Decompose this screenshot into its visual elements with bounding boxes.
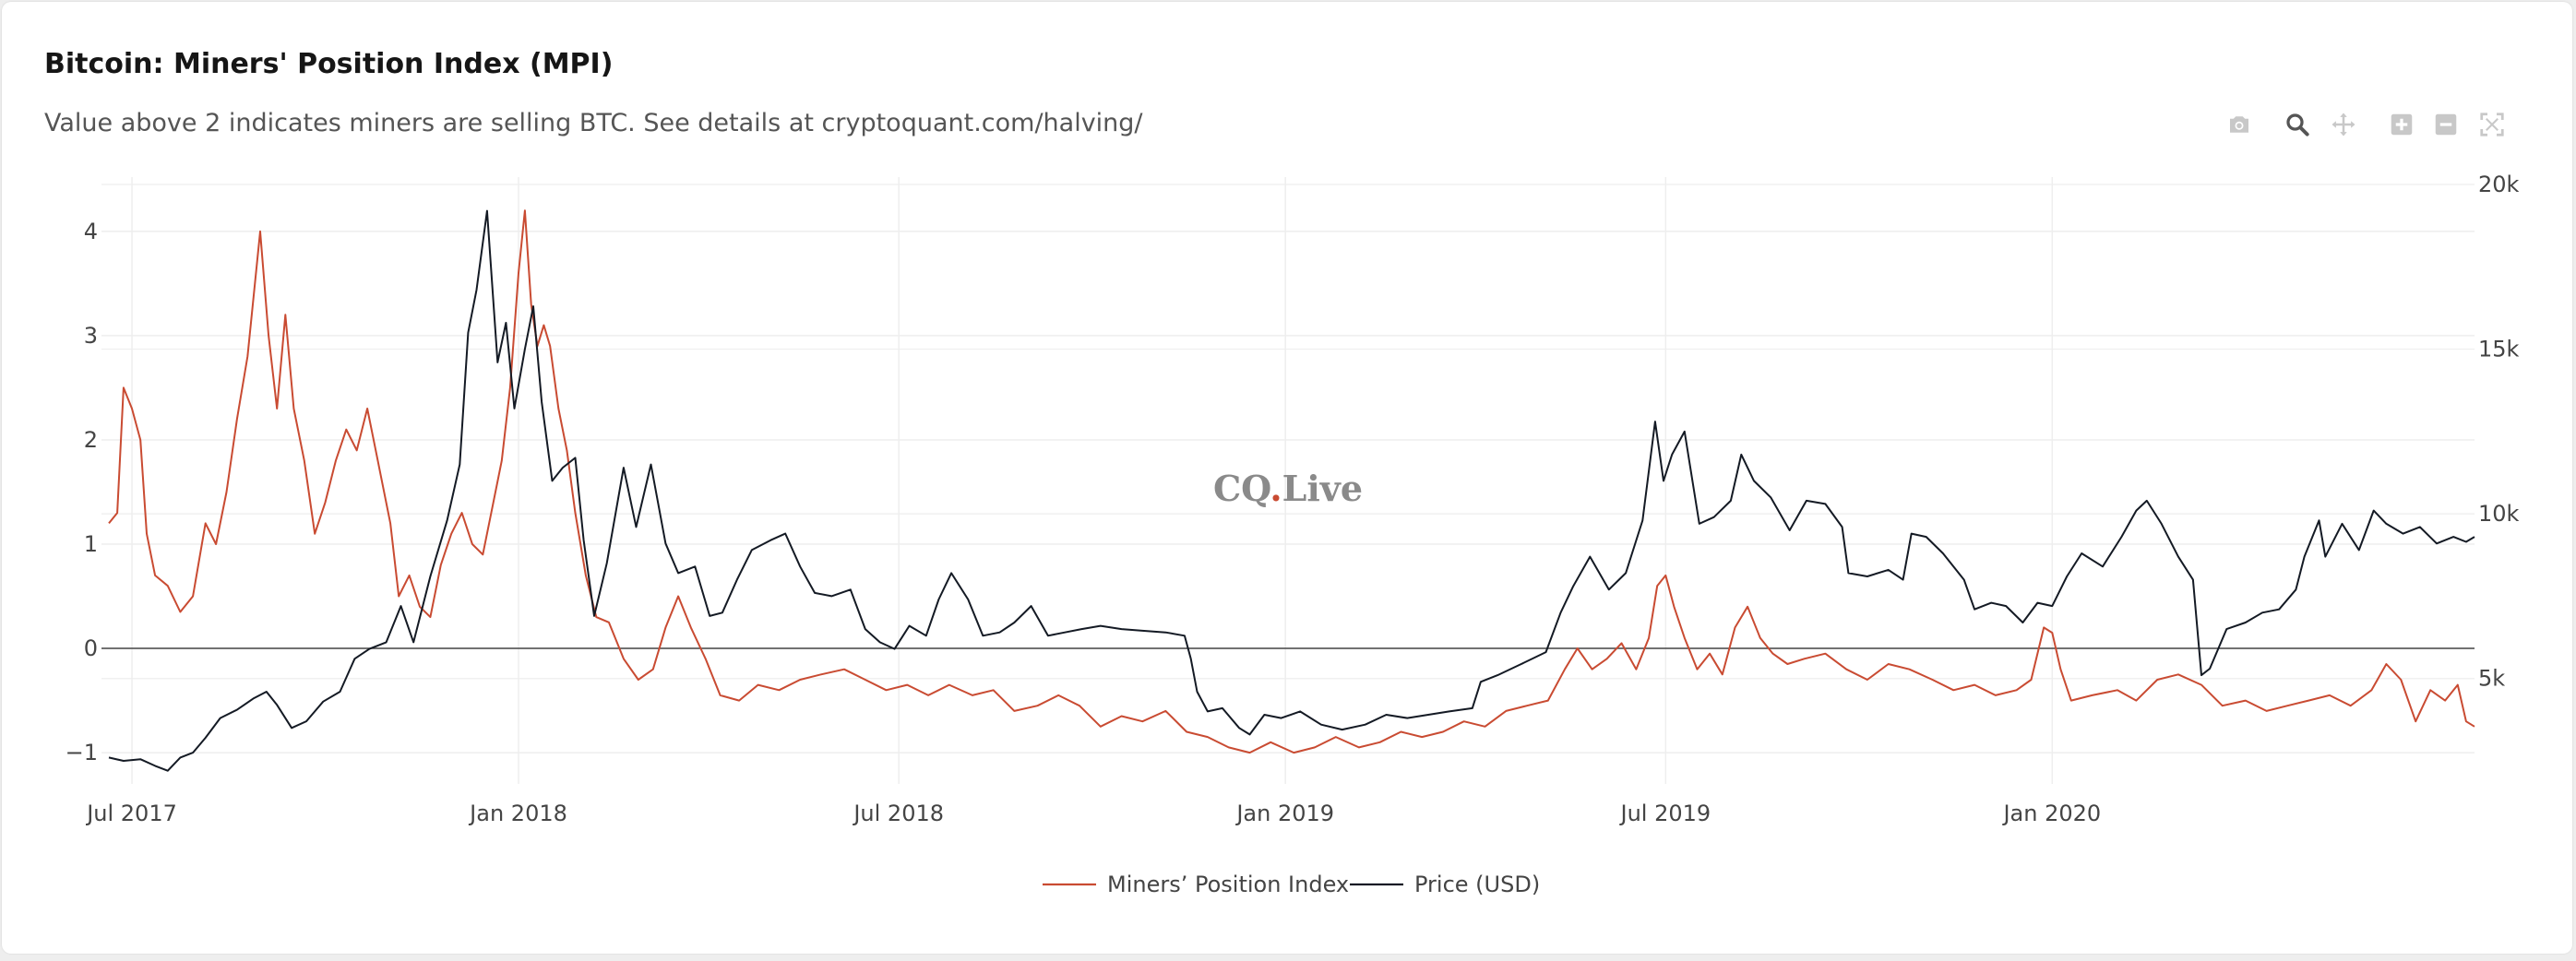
y-left-tick-label: −1 bbox=[66, 740, 98, 765]
watermark-left: CQ bbox=[1213, 468, 1270, 509]
x-tick-label: Jan 2018 bbox=[468, 801, 567, 826]
y-left-tick-label: 4 bbox=[84, 219, 98, 244]
x-tick-label: Jul 2018 bbox=[852, 801, 944, 826]
zoom-icon[interactable] bbox=[2282, 109, 2313, 140]
watermark-right: Live bbox=[1282, 468, 1363, 509]
watermark: CQ.Live bbox=[1213, 468, 1363, 509]
y-right-tick-label: 10k bbox=[2478, 501, 2520, 527]
x-tick-label: Jan 2019 bbox=[1234, 801, 1334, 826]
legend-item-mpi[interactable]: Miners’ Position Index bbox=[1043, 872, 1349, 897]
y-left-tick-label: 3 bbox=[84, 323, 98, 349]
axis-ticks: Jul 2017 Jan 2018 Jul 2018 Jan 2019 Jul 2019… bbox=[66, 172, 2520, 826]
legend-item-price[interactable]: Price (USD) bbox=[1350, 872, 1540, 897]
zoom-out-icon[interactable] bbox=[2430, 109, 2462, 140]
camera-icon[interactable] bbox=[2224, 109, 2255, 140]
chart-subtitle: Value above 2 indicates miners are selli… bbox=[44, 109, 1143, 137]
pan-icon[interactable] bbox=[2328, 109, 2359, 140]
y-left-tick-label: 0 bbox=[84, 635, 98, 661]
legend-label: Miners’ Position Index bbox=[1107, 872, 1349, 897]
y-left-tick-label: 2 bbox=[84, 427, 98, 453]
x-tick-label: Jul 2019 bbox=[1618, 801, 1711, 826]
x-tick-label: Jan 2020 bbox=[2001, 801, 2101, 826]
chart-title: Bitcoin: Miners' Position Index (MPI) bbox=[44, 48, 614, 80]
legend-label: Price (USD) bbox=[1414, 872, 1540, 897]
series-line-mpi bbox=[108, 209, 2475, 754]
zoom-in-icon[interactable] bbox=[2386, 109, 2417, 140]
y-left-tick-label: 1 bbox=[84, 531, 98, 557]
modebar bbox=[0, 109, 2576, 142]
x-tick-label: Jul 2017 bbox=[85, 801, 177, 826]
y-right-tick-label: 5k bbox=[2478, 666, 2505, 692]
y-right-tick-label: 15k bbox=[2478, 337, 2520, 362]
y-right-tick-label: 20k bbox=[2478, 172, 2520, 197]
legend[interactable]: Miners’ Position Index Price (USD) bbox=[1043, 872, 1540, 897]
watermark-dot: . bbox=[1270, 468, 1282, 509]
grid bbox=[101, 177, 2475, 784]
series-line-price bbox=[108, 209, 2475, 772]
autoscale-icon[interactable] bbox=[2476, 109, 2508, 140]
